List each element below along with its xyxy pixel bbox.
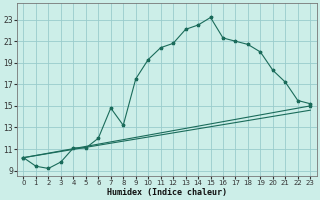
X-axis label: Humidex (Indice chaleur): Humidex (Indice chaleur) bbox=[107, 188, 227, 197]
